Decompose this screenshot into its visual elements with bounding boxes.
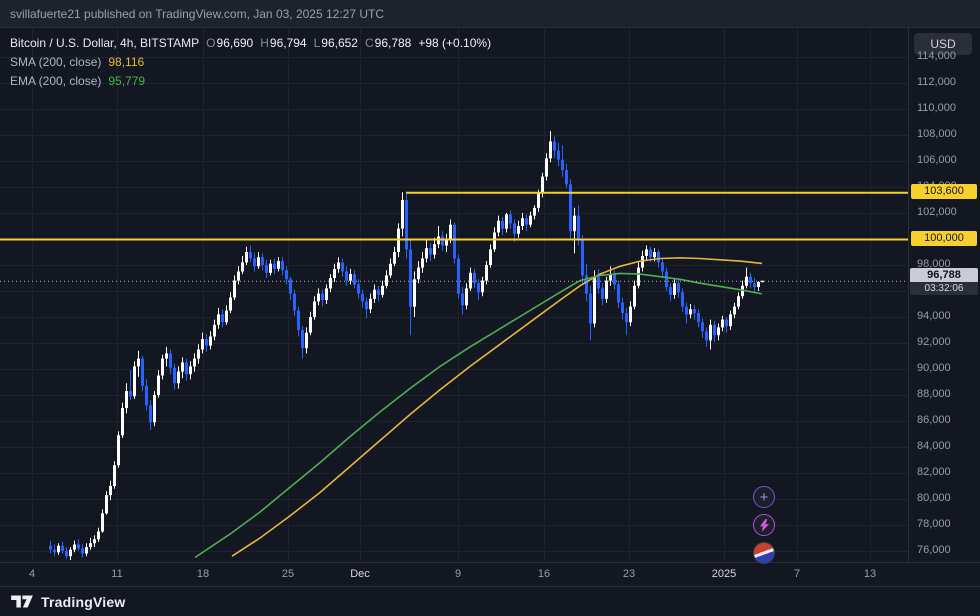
level-price-label: 103,600 — [911, 184, 977, 200]
ohlc-high: H96,794 — [260, 34, 306, 53]
price-tick-label: 80,000 — [917, 492, 951, 504]
price-tick-label: 94,000 — [917, 310, 951, 322]
plus-icon[interactable]: + — [753, 486, 775, 508]
high-label: H — [260, 36, 269, 50]
price-tick-label: 102,000 — [917, 206, 957, 218]
bar-countdown: 03:32:06 — [910, 281, 978, 295]
indicator-sma-row: SMA (200, close) 98,116 — [10, 53, 491, 72]
time-tick-label: 16 — [537, 568, 551, 580]
price-tick-label: 78,000 — [917, 518, 951, 530]
tradingview-logo-icon — [11, 595, 33, 608]
footer-bar: TradingView — [0, 586, 980, 616]
attribution-text: svillafuerte21 published on TradingView.… — [10, 6, 385, 21]
price-tick-label: 106,000 — [917, 154, 957, 166]
chart-legend: Bitcoin / U.S. Dollar, 4h, BITSTAMP O96,… — [10, 34, 491, 91]
ohlc-close: C96,788 — [365, 34, 411, 53]
price-tick-label: 82,000 — [917, 466, 951, 478]
candles-layer — [49, 131, 764, 561]
level-price-label: 100,000 — [911, 231, 977, 246]
time-tick-label: 11 — [111, 568, 123, 580]
lightning-glyph — [759, 518, 769, 532]
ohlc-open: O96,690 — [206, 34, 253, 53]
time-tick-label: 9 — [454, 568, 462, 580]
ema-label[interactable]: EMA (200, close) — [10, 74, 102, 88]
ema-value: 95,779 — [108, 74, 146, 88]
currency-toggle-button[interactable]: USD — [914, 33, 972, 55]
time-tick-label: Dec — [350, 568, 370, 580]
open-value: 96,690 — [216, 36, 254, 50]
tradingview-wordmark[interactable]: TradingView — [41, 593, 126, 610]
candlestick-chart[interactable] — [0, 28, 908, 562]
time-tick-label: 23 — [622, 568, 636, 580]
price-tick-label: 98,000 — [917, 258, 951, 270]
low-value: 96,652 — [321, 36, 358, 50]
price-tick-label: 110,000 — [917, 102, 956, 114]
close-label: C — [364, 36, 374, 50]
time-tick-label: 2025 — [711, 568, 737, 580]
high-value: 96,794 — [269, 36, 307, 50]
price-tick-label: 76,000 — [917, 544, 951, 556]
attribution-bar: svillafuerte21 published on TradingView.… — [0, 0, 980, 28]
price-tick-label: 92,000 — [917, 336, 951, 348]
last-price-label: 96,788 03:32:06 — [910, 267, 978, 295]
price-tick-label: 90,000 — [917, 362, 951, 374]
time-tick-label: 7 — [793, 568, 801, 580]
ema_200-line — [194, 272, 763, 559]
price-axis[interactable]: USD 76,000 78,000 80,000 82,000 84,000 86,000… — [908, 28, 980, 562]
sma-label[interactable]: SMA (200, close) — [10, 55, 102, 69]
symbol-title[interactable]: Bitcoin / U.S. Dollar, 4h, BITSTAMP — [10, 36, 200, 50]
last-price-value: 96,788 — [910, 267, 978, 282]
time-tick-label: 13 — [863, 568, 877, 580]
sma-value: 98,116 — [108, 55, 145, 69]
change-value: +98 (+0.10%) — [418, 36, 492, 50]
symbol-row: Bitcoin / U.S. Dollar, 4h, BITSTAMP O96,… — [10, 34, 491, 53]
time-axis[interactable]: 4 11 18 25 Dec 9 16 23 2025 7 13 — [0, 562, 980, 586]
time-tick-label: 4 — [28, 568, 36, 580]
low-label: L — [313, 36, 321, 50]
overlays-layer — [194, 257, 763, 559]
author-avatar[interactable] — [753, 542, 775, 564]
price-tick-label: 84,000 — [917, 440, 951, 452]
time-tick-label: 18 — [196, 568, 210, 580]
time-tick-label: 25 — [281, 568, 295, 580]
chart-area: Bitcoin / U.S. Dollar, 4h, BITSTAMP O96,… — [0, 28, 980, 564]
sma_200-line — [231, 257, 763, 557]
open-label: O — [206, 36, 216, 50]
grid-layer — [0, 28, 908, 562]
ohlc-low: L96,652 — [314, 34, 358, 53]
indicator-ema-row: EMA (200, close) 95,779 — [10, 72, 491, 91]
price-tick-label: 112,000 — [917, 76, 956, 88]
price-tick-label: 88,000 — [917, 388, 951, 400]
levels-layer — [0, 191, 908, 241]
price-tick-label: 114,000 — [917, 50, 956, 62]
floating-action-buttons: + — [753, 486, 775, 564]
price-tick-label: 108,000 — [917, 128, 957, 140]
lightning-icon[interactable] — [753, 514, 775, 536]
close-value: 96,788 — [374, 36, 412, 50]
price-tick-label: 86,000 — [917, 414, 951, 426]
